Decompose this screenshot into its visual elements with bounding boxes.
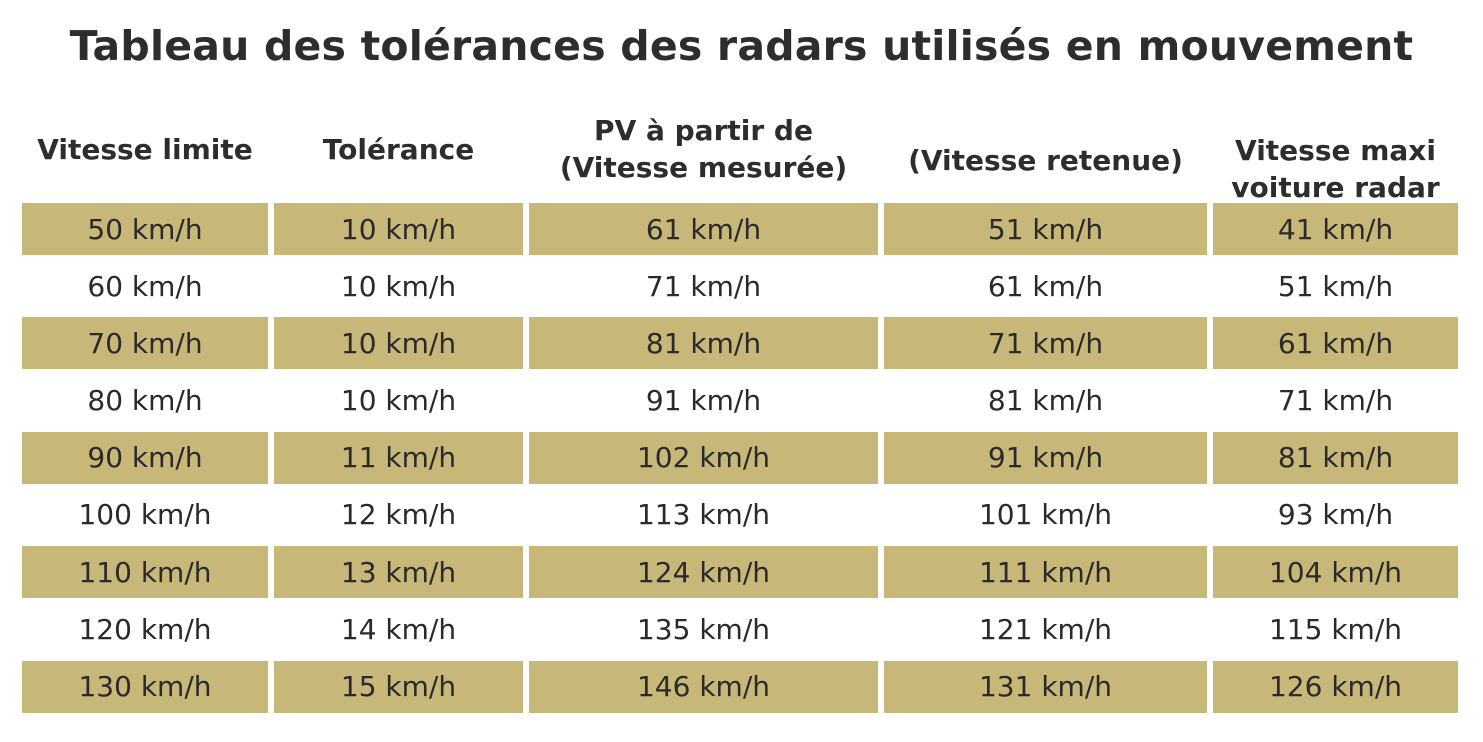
table-cell: 51 km/h — [1277, 269, 1394, 303]
table-cell: 104 km/h — [1213, 546, 1458, 599]
table-row: 60 km/h 10 km/h 71 km/h 61 km/h 51 km/h — [22, 258, 1462, 315]
table-row: 80 km/h 10 km/h 91 km/h 81 km/h 71 km/h — [22, 373, 1462, 430]
column-header-pv-a-partir-de: PV à partir de (Vitesse mesurée) — [529, 100, 878, 198]
table-row: 130 km/h 15 km/h 146 km/h 131 km/h 126 km/h — [22, 659, 1462, 716]
table-cell: 124 km/h — [529, 546, 878, 599]
column-header-line: Tolérance — [322, 132, 475, 166]
table-cell: 71 km/h — [1277, 384, 1394, 418]
table-body: 50 km/h 10 km/h 61 km/h 51 km/h 41 km/h 60 km… — [22, 201, 1462, 716]
table-cell: 101 km/h — [978, 498, 1112, 532]
column-header-line: (Vitesse mesurée) — [559, 151, 848, 184]
table-cell: 13 km/h — [274, 546, 523, 599]
table-cell: 61 km/h — [529, 203, 878, 255]
table-row: 110 km/h 13 km/h 124 km/h 111 km/h 104 km/h — [22, 544, 1462, 601]
table-title: Tableau des tolérances des radars utilis… — [69, 22, 1414, 70]
column-header-tolerance: Tolérance — [274, 100, 523, 198]
table-cell: 80 km/h — [87, 384, 203, 418]
table-cell: 81 km/h — [529, 317, 878, 370]
table-row: 70 km/h 10 km/h 81 km/h 71 km/h 61 km/h — [22, 315, 1462, 372]
table-cell: 81 km/h — [987, 384, 1104, 418]
table-cell: 126 km/h — [1213, 660, 1458, 713]
table-cell: 10 km/h — [274, 203, 523, 255]
column-header-vitesse-maxi: Vitesse maxi voiture radar — [1213, 100, 1458, 204]
table-cell: 91 km/h — [645, 384, 762, 418]
table-cell: 120 km/h — [78, 612, 212, 646]
table-cell: 115 km/h — [1268, 612, 1402, 646]
table-cell: 135 km/h — [636, 612, 770, 646]
table-cell: 146 km/h — [529, 660, 878, 713]
table-cell: 11 km/h — [274, 431, 523, 484]
table-cell: 14 km/h — [340, 612, 457, 646]
table-row: 120 km/h 14 km/h 135 km/h 121 km/h 115 km/h — [22, 601, 1462, 658]
table-row: 50 km/h 10 km/h 61 km/h 51 km/h 41 km/h — [22, 201, 1462, 258]
table-header: Vitesse limite Tolérance PV à partir de … — [22, 100, 1462, 204]
table-cell: 10 km/h — [340, 269, 457, 303]
table-cell: 60 km/h — [87, 269, 203, 303]
table-cell: 41 km/h — [1213, 203, 1458, 255]
table-cell: 110 km/h — [22, 546, 268, 599]
table-row: 90 km/h 11 km/h 102 km/h 91 km/h 81 km/h — [22, 430, 1462, 487]
table-cell: 81 km/h — [1213, 431, 1458, 484]
table-cell: 100 km/h — [78, 498, 212, 532]
column-header-line: voiture radar — [1231, 171, 1440, 204]
table-cell: 10 km/h — [274, 317, 523, 370]
table-cell: 131 km/h — [884, 660, 1207, 713]
table-cell: 71 km/h — [884, 317, 1207, 370]
column-header-vitesse-limite: Vitesse limite — [22, 100, 268, 198]
table-cell: 50 km/h — [22, 203, 268, 255]
table-cell: 113 km/h — [636, 498, 770, 532]
table-row: 100 km/h 12 km/h 113 km/h 101 km/h 93 km/h — [22, 487, 1462, 544]
table-cell: 130 km/h — [22, 660, 268, 713]
table-cell: 90 km/h — [22, 431, 268, 484]
table-cell: 51 km/h — [884, 203, 1207, 255]
column-header-line: (Vitesse retenue) — [908, 143, 1183, 177]
column-header-line: PV à partir de — [594, 114, 813, 147]
table-cell: 102 km/h — [529, 431, 878, 484]
table-cell: 12 km/h — [340, 498, 457, 532]
column-header-line: Vitesse maxi — [1235, 134, 1436, 167]
table-cell: 91 km/h — [884, 431, 1207, 484]
table-cell: 111 km/h — [884, 546, 1207, 599]
column-header-line: Vitesse limite — [37, 132, 253, 166]
table-cell: 70 km/h — [22, 317, 268, 370]
table-cell: 71 km/h — [645, 269, 762, 303]
table-cell: 121 km/h — [978, 612, 1112, 646]
column-header-vitesse-retenue: (Vitesse retenue) — [884, 100, 1207, 198]
table-cell: 10 km/h — [340, 384, 457, 418]
table-cell: 15 km/h — [274, 660, 523, 713]
table-cell: 93 km/h — [1277, 498, 1394, 532]
table-cell: 61 km/h — [1213, 317, 1458, 370]
table-cell: 61 km/h — [987, 269, 1104, 303]
